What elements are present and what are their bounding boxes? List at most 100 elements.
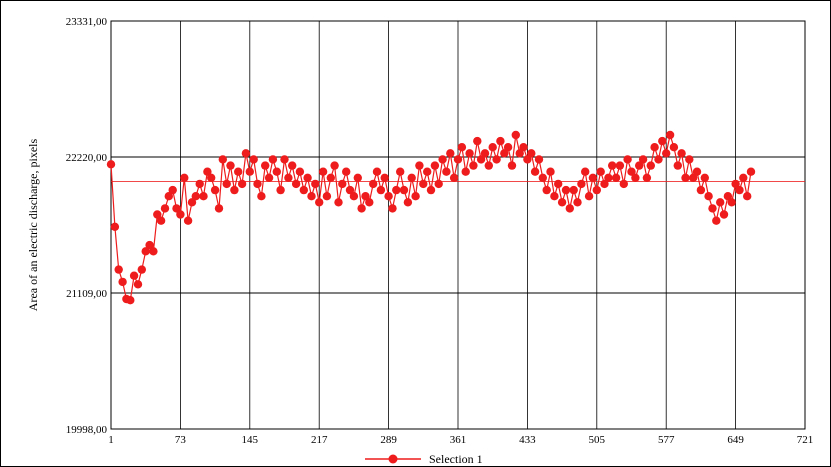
data-point <box>176 210 185 219</box>
data-point <box>241 149 251 158</box>
data-point <box>665 130 675 140</box>
data-point <box>692 167 702 176</box>
data-point <box>372 167 382 176</box>
data-point <box>673 161 682 170</box>
data-point <box>365 198 374 207</box>
data-point <box>145 240 154 250</box>
y-tick-label: 21109,00 <box>66 288 107 300</box>
data-point <box>168 185 177 195</box>
data-point <box>554 179 563 189</box>
data-point <box>642 173 652 182</box>
data-point <box>380 173 389 182</box>
data-point <box>392 185 401 195</box>
data-point <box>503 143 513 152</box>
data-point <box>534 155 544 164</box>
data-point <box>619 179 628 189</box>
data-point <box>662 149 671 158</box>
data-point <box>280 155 289 164</box>
data-point <box>550 192 559 201</box>
data-point <box>345 185 355 195</box>
data-point <box>646 161 655 170</box>
data-point <box>164 192 173 201</box>
y-axis-label: Area of an electric discharge, pixels <box>26 138 40 311</box>
data-point <box>743 192 752 201</box>
data-point <box>557 198 567 207</box>
data-point <box>449 173 459 182</box>
data-point <box>469 161 478 170</box>
x-tick-label: 73 <box>175 434 187 446</box>
data-point <box>318 167 328 176</box>
data-point <box>183 216 193 225</box>
data-point <box>569 185 578 195</box>
data-point <box>326 173 335 182</box>
data-point <box>565 204 574 213</box>
data-point <box>141 247 150 256</box>
data-point <box>199 192 208 201</box>
data-point <box>218 155 227 164</box>
data-point <box>604 173 613 182</box>
data-point <box>453 155 463 164</box>
data-point <box>384 192 393 201</box>
data-point <box>153 210 162 219</box>
data-point <box>608 161 617 170</box>
data-point <box>438 155 447 164</box>
data-point <box>708 204 717 213</box>
data-point <box>245 167 254 176</box>
data-point <box>511 130 520 140</box>
data-point <box>133 280 143 289</box>
data-point <box>156 216 166 225</box>
data-point <box>465 149 474 158</box>
x-tick-labels: 1 73 145 217 289 361 433 505 577 649 721 <box>108 434 813 446</box>
data-point <box>407 173 416 182</box>
data-point <box>700 173 709 182</box>
data-point <box>357 204 366 213</box>
data-point <box>411 192 420 201</box>
x-tick-label: 361 <box>450 434 467 446</box>
data-point <box>330 161 339 170</box>
x-tick-label: 1 <box>108 434 114 446</box>
data-point <box>735 185 744 195</box>
data-point <box>291 179 301 189</box>
data-point <box>114 265 123 274</box>
data-point <box>376 185 386 195</box>
x-tick-label: 577 <box>658 434 675 446</box>
y-tick-label: 19998,00 <box>66 424 108 436</box>
x-gridlines <box>179 21 736 429</box>
legend-label: Selection 1 <box>429 452 483 466</box>
series-group <box>106 130 805 305</box>
data-point <box>596 167 605 176</box>
data-point <box>719 210 729 219</box>
data-point <box>214 204 224 213</box>
data-point <box>110 222 120 231</box>
data-point <box>126 296 135 305</box>
data-point <box>187 198 197 207</box>
data-point <box>276 185 285 195</box>
x-tick-label: 721 <box>797 434 814 446</box>
x-tick-label: 145 <box>242 434 259 446</box>
data-point <box>369 179 378 189</box>
data-point <box>388 204 397 213</box>
data-point <box>635 161 644 170</box>
data-point <box>577 179 586 189</box>
data-point <box>349 192 359 201</box>
data-point <box>118 277 127 287</box>
data-point <box>507 161 517 170</box>
data-point <box>546 167 555 176</box>
y-tick-label: 23331,00 <box>66 16 108 28</box>
data-point <box>234 167 243 176</box>
data-point <box>160 204 170 213</box>
data-point <box>268 155 278 164</box>
data-point <box>739 173 748 182</box>
data-point <box>403 198 413 207</box>
data-point <box>338 179 347 189</box>
data-point <box>195 179 204 189</box>
data-point <box>727 198 736 207</box>
data-point <box>353 173 362 182</box>
data-point <box>519 143 528 152</box>
data-point <box>172 204 181 213</box>
data-point <box>222 179 231 189</box>
data-point <box>399 185 409 195</box>
legend: Selection 1 <box>365 452 483 466</box>
data-point <box>677 149 686 158</box>
